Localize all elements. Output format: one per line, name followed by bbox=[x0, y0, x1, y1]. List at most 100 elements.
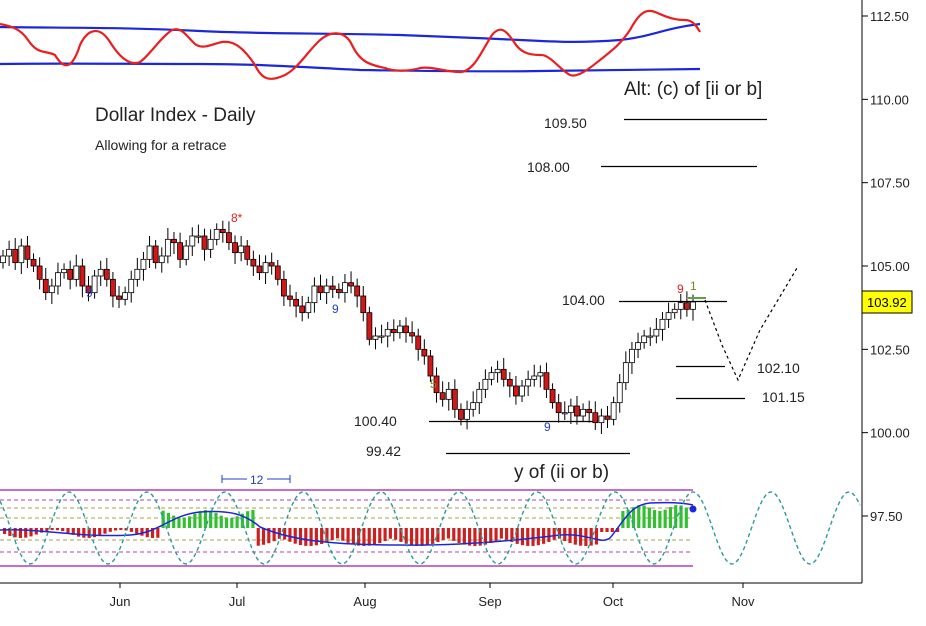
histogram-bar bbox=[24, 528, 28, 538]
histogram-bar bbox=[140, 528, 144, 536]
histogram-bar bbox=[637, 505, 641, 528]
level-label-100-40: 100.40 bbox=[354, 413, 397, 429]
count-mark-8star: 8* bbox=[231, 211, 243, 225]
candle bbox=[604, 415, 611, 420]
candle bbox=[55, 272, 61, 287]
x-tick-label: Nov bbox=[731, 594, 755, 609]
candle bbox=[500, 368, 507, 380]
histogram-bar bbox=[346, 528, 350, 543]
histogram-bar bbox=[55, 528, 60, 531]
candle bbox=[549, 388, 556, 404]
histogram-bar bbox=[351, 528, 355, 545]
count-mark-9-jun: 9 bbox=[86, 286, 93, 300]
histogram-bar bbox=[515, 528, 519, 544]
candle bbox=[494, 368, 501, 374]
candle bbox=[372, 335, 379, 340]
histogram-bar bbox=[431, 528, 435, 544]
candle bbox=[73, 265, 80, 280]
candle bbox=[690, 301, 696, 310]
candle bbox=[567, 405, 574, 414]
y-tick-label: 102.50 bbox=[870, 342, 910, 357]
histogram-bar bbox=[494, 528, 498, 541]
histogram-bar bbox=[108, 528, 112, 532]
candle bbox=[195, 235, 202, 238]
candle bbox=[610, 402, 617, 420]
histogram-bar bbox=[483, 528, 488, 545]
histogram-bar bbox=[362, 528, 366, 546]
histogram-bar bbox=[209, 510, 213, 528]
histogram-bar bbox=[505, 528, 509, 540]
candle bbox=[226, 232, 232, 244]
price-candles bbox=[0, 220, 696, 434]
candle bbox=[30, 258, 37, 267]
histogram-bar bbox=[425, 528, 429, 546]
candle bbox=[635, 342, 641, 350]
histogram-bar bbox=[61, 528, 65, 532]
histogram-bar bbox=[335, 528, 340, 539]
chart-title: Dollar Index - Daily bbox=[95, 105, 256, 126]
candle bbox=[671, 308, 678, 314]
candle bbox=[207, 238, 214, 250]
count-mark-5-aug: 5 bbox=[430, 377, 437, 391]
indicator-endpoint bbox=[689, 505, 697, 513]
histogram-bar bbox=[341, 528, 345, 541]
histogram-bar bbox=[536, 528, 540, 546]
candle bbox=[91, 275, 98, 294]
candle bbox=[488, 372, 495, 380]
candle bbox=[18, 245, 25, 264]
top-band-indicator bbox=[0, 9, 701, 80]
histogram-bar bbox=[409, 528, 414, 546]
candle bbox=[629, 348, 635, 364]
histogram-bar bbox=[82, 528, 86, 538]
candle bbox=[415, 335, 422, 350]
candle bbox=[580, 408, 586, 417]
y-tick-label: 100.00 bbox=[870, 426, 910, 441]
candle bbox=[537, 372, 544, 377]
candle bbox=[262, 262, 269, 274]
level-label-104-00: 104.00 bbox=[562, 292, 605, 308]
candle bbox=[317, 285, 324, 294]
histogram-bar bbox=[92, 528, 97, 538]
candle bbox=[464, 408, 470, 420]
candle bbox=[287, 295, 293, 300]
histogram-bar bbox=[129, 528, 134, 532]
candle bbox=[409, 332, 416, 337]
indicator-line bbox=[0, 501, 694, 546]
count-mark-9-jul: 9 bbox=[332, 302, 339, 316]
y-tick-label: 105.00 bbox=[870, 259, 910, 274]
level-label-99-42: 99.42 bbox=[366, 443, 401, 459]
candle bbox=[134, 268, 141, 280]
candle bbox=[0, 255, 6, 264]
histogram-bar bbox=[251, 510, 255, 528]
candle bbox=[152, 245, 159, 264]
histogram-bar bbox=[187, 516, 192, 528]
candle bbox=[390, 328, 397, 334]
histogram-bar bbox=[526, 528, 530, 546]
candle bbox=[12, 248, 19, 264]
histogram-bar bbox=[552, 528, 556, 540]
candle bbox=[219, 228, 226, 234]
y-tick-label: 112.50 bbox=[870, 9, 909, 24]
candle bbox=[79, 265, 86, 287]
histogram-bar bbox=[272, 528, 276, 542]
histogram-bar bbox=[309, 528, 313, 546]
histogram-bar bbox=[594, 528, 599, 545]
histogram-bar bbox=[182, 517, 186, 528]
histogram-bar bbox=[653, 510, 657, 528]
candle bbox=[677, 302, 684, 310]
candle bbox=[470, 402, 477, 410]
histogram-bar bbox=[256, 528, 260, 546]
level-label-101-15: 101.15 bbox=[762, 389, 805, 405]
candle bbox=[122, 292, 129, 300]
cycle-length-marker: 12 bbox=[221, 472, 291, 487]
histogram-bar bbox=[473, 528, 477, 546]
candle bbox=[445, 388, 452, 400]
candle bbox=[232, 242, 238, 254]
histogram-bar bbox=[314, 528, 318, 546]
histogram-bar bbox=[610, 528, 614, 532]
candle bbox=[598, 415, 605, 424]
histogram-bar bbox=[668, 507, 673, 528]
candle bbox=[653, 328, 660, 337]
histogram-bar bbox=[378, 528, 382, 544]
candle bbox=[482, 378, 489, 390]
